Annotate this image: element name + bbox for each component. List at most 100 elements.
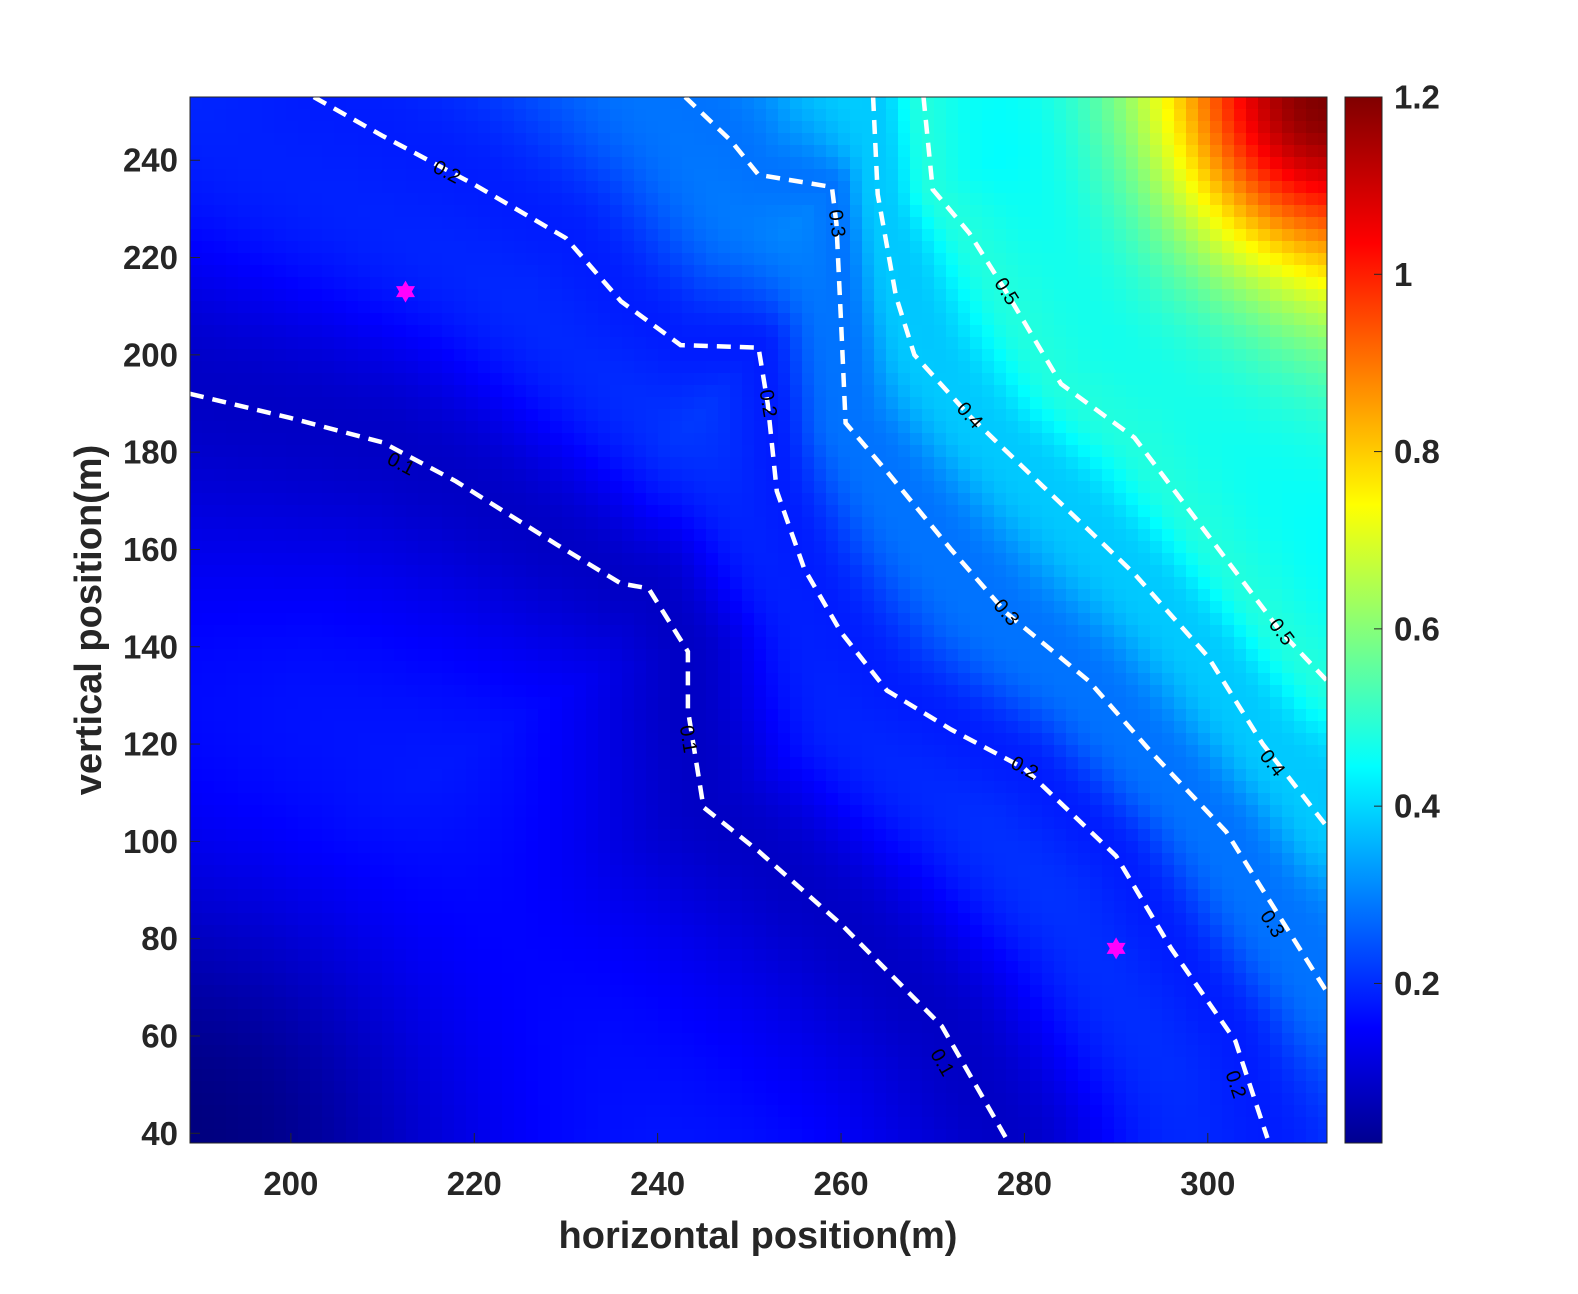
field-cell xyxy=(190,313,203,326)
field-cell xyxy=(574,589,587,602)
field-cell xyxy=(922,133,935,146)
field-cell xyxy=(802,157,815,170)
field-cell xyxy=(766,121,779,134)
field-cell xyxy=(1078,277,1091,290)
field-cell xyxy=(970,457,983,470)
field-cell xyxy=(250,493,263,506)
field-cell xyxy=(1066,325,1079,338)
field-cell xyxy=(478,661,491,674)
field-cell xyxy=(238,709,251,722)
field-cell xyxy=(226,649,239,662)
field-cell xyxy=(1282,361,1295,374)
field-cell xyxy=(838,673,851,686)
field-cell xyxy=(466,277,479,290)
field-cell xyxy=(238,409,251,422)
field-cell xyxy=(1150,109,1163,122)
field-cell xyxy=(382,541,395,554)
field-cell xyxy=(382,361,395,374)
field-cell xyxy=(226,409,239,422)
field-cell xyxy=(550,649,563,662)
field-cell xyxy=(262,109,275,122)
field-cell xyxy=(274,289,287,302)
field-cell xyxy=(1102,169,1115,182)
field-cell xyxy=(1186,361,1199,374)
field-cell xyxy=(742,613,755,626)
field-cell xyxy=(634,625,647,638)
field-cell xyxy=(898,637,911,650)
field-cell xyxy=(1162,577,1175,590)
field-cell xyxy=(1066,613,1079,626)
field-cell xyxy=(1030,265,1043,278)
field-cell xyxy=(622,625,635,638)
field-cell xyxy=(1294,337,1307,350)
field-cell xyxy=(886,421,899,434)
field-cell xyxy=(1138,625,1151,638)
field-cell xyxy=(826,397,839,410)
field-cell xyxy=(922,277,935,290)
field-cell xyxy=(874,325,887,338)
field-cell xyxy=(418,349,431,362)
field-cell xyxy=(1258,133,1271,146)
field-cell xyxy=(742,385,755,398)
field-cell xyxy=(970,589,983,602)
field-cell xyxy=(562,385,575,398)
field-cell xyxy=(406,229,419,242)
field-cell xyxy=(694,409,707,422)
field-cell xyxy=(1114,649,1127,662)
field-cell xyxy=(1186,385,1199,398)
field-cell xyxy=(538,325,551,338)
field-cell xyxy=(202,721,215,734)
field-cell xyxy=(562,625,575,638)
field-cell xyxy=(310,133,323,146)
field-cell xyxy=(610,145,623,158)
field-cell xyxy=(982,481,995,494)
field-cell xyxy=(454,277,467,290)
field-cell xyxy=(922,505,935,518)
field-cell xyxy=(442,685,455,698)
field-cell xyxy=(730,97,743,110)
field-cell xyxy=(1270,109,1283,122)
field-cell xyxy=(454,121,467,134)
field-cell xyxy=(1090,361,1103,374)
field-cell xyxy=(382,229,395,242)
field-cell xyxy=(610,589,623,602)
field-cell xyxy=(1078,289,1091,302)
field-cell xyxy=(1150,193,1163,206)
field-cell xyxy=(538,373,551,386)
field-cell xyxy=(1114,193,1127,206)
field-cell xyxy=(454,721,467,734)
field-cell xyxy=(358,577,371,590)
field-cell xyxy=(514,481,527,494)
field-cell xyxy=(730,397,743,410)
field-cell xyxy=(1174,709,1187,722)
field-cell xyxy=(778,253,791,266)
field-cell xyxy=(1162,157,1175,170)
field-cell xyxy=(526,445,539,458)
field-cell xyxy=(1282,349,1295,362)
field-cell xyxy=(490,301,503,314)
field-cell xyxy=(970,193,983,206)
field-cell xyxy=(286,325,299,338)
field-cell xyxy=(322,721,335,734)
field-cell xyxy=(634,481,647,494)
field-cell xyxy=(838,109,851,122)
field-cell xyxy=(790,133,803,146)
field-cell xyxy=(1030,289,1043,302)
field-cell xyxy=(934,301,947,314)
field-cell xyxy=(466,97,479,110)
field-cell xyxy=(994,541,1007,554)
field-cell xyxy=(970,337,983,350)
field-cell xyxy=(454,193,467,206)
field-cell xyxy=(610,481,623,494)
field-cell xyxy=(886,709,899,722)
field-cell xyxy=(634,493,647,506)
field-cell xyxy=(898,157,911,170)
field-cell xyxy=(1258,337,1271,350)
field-cell xyxy=(634,697,647,710)
field-cell xyxy=(1282,109,1295,122)
field-cell xyxy=(526,601,539,614)
field-cell xyxy=(262,277,275,290)
field-cell xyxy=(802,697,815,710)
field-cell xyxy=(1150,529,1163,542)
field-cell xyxy=(358,661,371,674)
